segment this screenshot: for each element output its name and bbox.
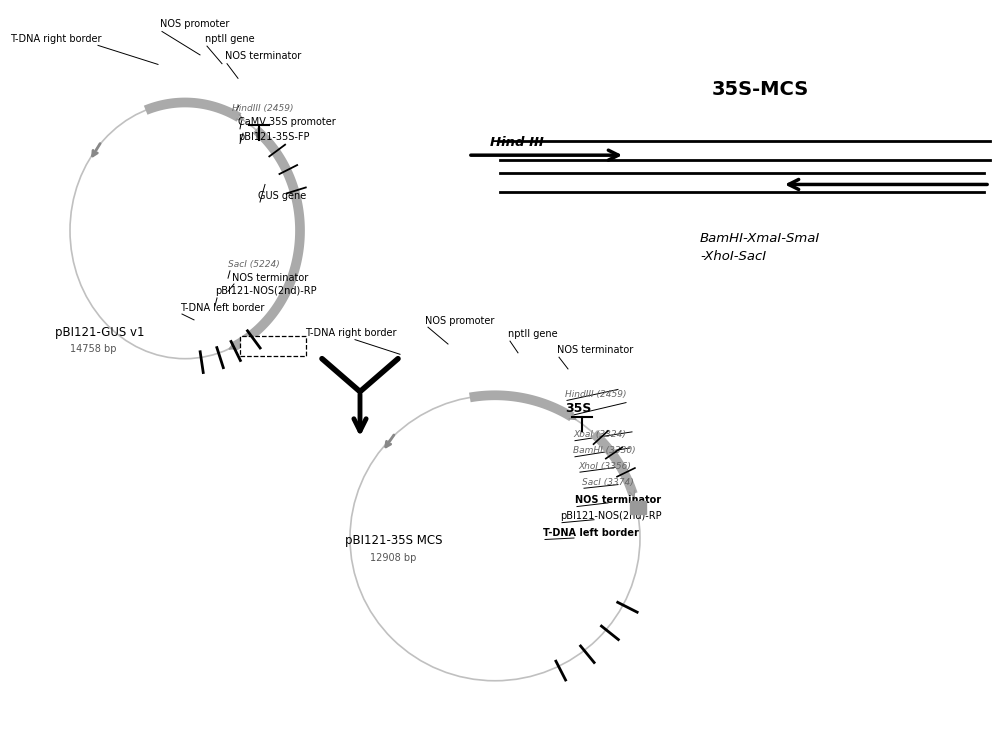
FancyBboxPatch shape	[240, 336, 306, 356]
Text: pBI121-NOS(2nd)-RP: pBI121-NOS(2nd)-RP	[215, 286, 317, 296]
Text: CaMV 35S promoter: CaMV 35S promoter	[238, 117, 336, 127]
Text: XhoI (3356): XhoI (3356)	[578, 462, 631, 471]
Text: pBI121-NOS(2nd)-RP: pBI121-NOS(2nd)-RP	[560, 511, 662, 521]
Text: NOS terminator: NOS terminator	[232, 272, 308, 283]
Text: nptII gene: nptII gene	[205, 34, 255, 44]
Text: BamHI (3330): BamHI (3330)	[573, 447, 636, 455]
Text: 35S: 35S	[565, 402, 591, 415]
Text: HindIII (2459): HindIII (2459)	[232, 105, 294, 113]
Text: Hind III: Hind III	[490, 136, 544, 149]
Text: NOS promoter: NOS promoter	[425, 315, 494, 326]
Text: HindIII (2459): HindIII (2459)	[565, 390, 626, 399]
Text: nptII gene: nptII gene	[508, 329, 558, 339]
Text: T-DNA left border: T-DNA left border	[543, 528, 639, 538]
Text: pBI121-35S MCS: pBI121-35S MCS	[345, 534, 442, 548]
Text: T-DNA right border: T-DNA right border	[305, 328, 396, 338]
Text: 12908 bp: 12908 bp	[370, 553, 416, 563]
Text: pBI121-35S-FP: pBI121-35S-FP	[238, 132, 310, 142]
Text: SacI (5224): SacI (5224)	[228, 261, 280, 269]
Bar	[630, 501, 646, 514]
Text: NOS terminator: NOS terminator	[575, 495, 661, 505]
Text: 35S-MCS: 35S-MCS	[711, 81, 809, 99]
Text: BamHI-XmaI-SmaI: BamHI-XmaI-SmaI	[700, 231, 820, 244]
Text: NOS promoter: NOS promoter	[160, 19, 229, 29]
Text: SacI (3374): SacI (3374)	[582, 478, 634, 487]
Text: XbaI (3324): XbaI (3324)	[573, 430, 626, 439]
Text: GUS gene: GUS gene	[258, 190, 306, 201]
Text: pBI121-GUS v1: pBI121-GUS v1	[55, 326, 144, 339]
Text: T-DNA left border: T-DNA left border	[180, 302, 264, 313]
Text: NOS terminator: NOS terminator	[557, 345, 633, 355]
Text: T-DNA right border: T-DNA right border	[10, 34, 102, 44]
Text: -XhoI-SacI: -XhoI-SacI	[700, 250, 766, 263]
Text: 14758 bp: 14758 bp	[70, 344, 116, 354]
Text: NOS terminator: NOS terminator	[225, 51, 301, 61]
